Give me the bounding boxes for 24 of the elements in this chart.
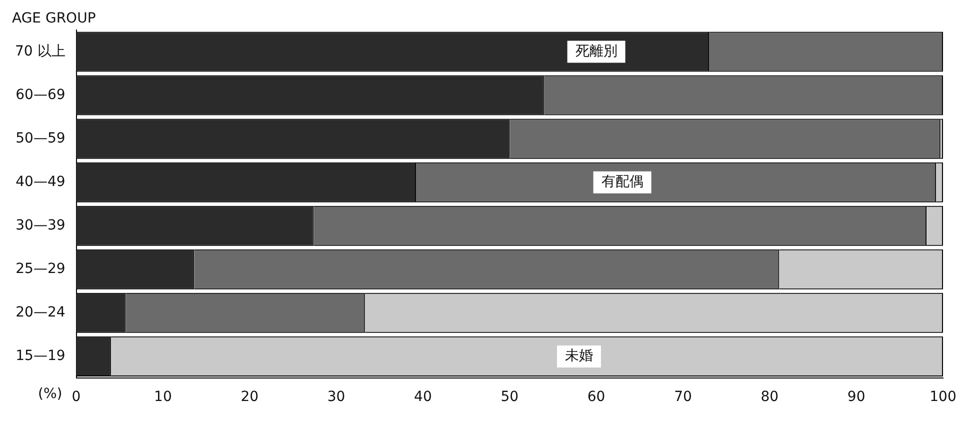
y-axis-title: AGE GROUP <box>12 10 96 27</box>
x-tick-label: 90 <box>847 389 866 406</box>
y-tick-label: 20—24 <box>16 304 66 321</box>
y-tick-label: 70 以上 <box>15 43 66 60</box>
y-tick-label: 60—69 <box>16 86 66 103</box>
annotation: 死離別 <box>575 43 618 60</box>
y-tick-label: 40—49 <box>16 174 66 190</box>
x-tick-label: 10 <box>154 389 172 406</box>
x-tick-label: 20 <box>240 389 259 406</box>
y-tick-label: 30—39 <box>16 218 66 234</box>
x-tick-label: 40 <box>414 389 432 406</box>
x-tick-label: 50 <box>500 389 519 406</box>
x-axis-title: (%) <box>38 386 62 402</box>
x-tick-label: 70 <box>674 389 692 406</box>
x-tick-label: 60 <box>587 389 606 406</box>
y-tick-label: 15—19 <box>16 348 66 364</box>
y-tick-label: 25—29 <box>16 261 66 278</box>
annotation: 未婚 <box>564 348 593 364</box>
x-tick-label: 80 <box>760 389 779 406</box>
annotation: 有配偶 <box>601 174 644 190</box>
x-tick-label: 0 <box>72 389 81 406</box>
x-tick-label: 100 <box>930 389 956 406</box>
x-tick-label: 30 <box>327 389 346 406</box>
y-tick-label: 50—59 <box>16 130 66 146</box>
